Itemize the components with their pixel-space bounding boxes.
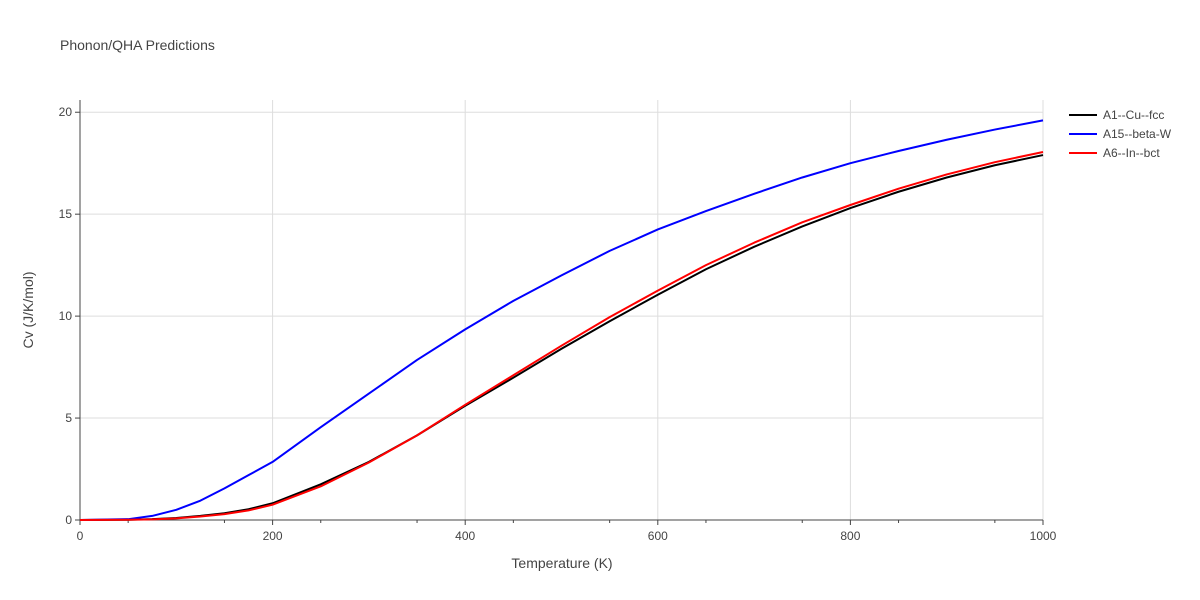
y-tick-label: 10 — [59, 309, 73, 323]
y-axis-ticks: 0 5 10 15 20 — [59, 105, 80, 527]
y-tick-label: 15 — [59, 207, 73, 221]
x-axis-ticks: 0 200 400 600 800 1000 — [77, 520, 1057, 543]
gridlines — [80, 100, 1044, 520]
axes — [79, 100, 1043, 521]
chart-title: Phonon/QHA Predictions — [60, 37, 215, 53]
x-tick-label: 0 — [77, 529, 84, 543]
legend-label: A15--beta-W — [1103, 127, 1172, 141]
legend-label: A6--In--bct — [1103, 146, 1160, 160]
x-tick-label: 200 — [263, 529, 283, 543]
series-line — [79, 119, 1044, 521]
x-tick-label: 800 — [840, 529, 860, 543]
legend-label: A1--Cu--fcc — [1103, 108, 1164, 122]
x-tick-label: 1000 — [1030, 529, 1057, 543]
y-tick-label: 20 — [59, 105, 73, 119]
x-axis-label: Temperature (K) — [511, 555, 612, 571]
y-tick-label: 0 — [65, 513, 72, 527]
legend: A1--Cu--fcc A15--beta-W A6--In--bct — [1069, 108, 1172, 160]
series-line — [79, 154, 1044, 521]
x-tick-label: 400 — [455, 529, 475, 543]
series-line — [79, 151, 1044, 521]
plot-area — [79, 119, 1044, 521]
x-tick-label: 600 — [648, 529, 668, 543]
y-tick-label: 5 — [65, 411, 72, 425]
y-axis-label: Cv (J/K/mol) — [20, 272, 36, 349]
